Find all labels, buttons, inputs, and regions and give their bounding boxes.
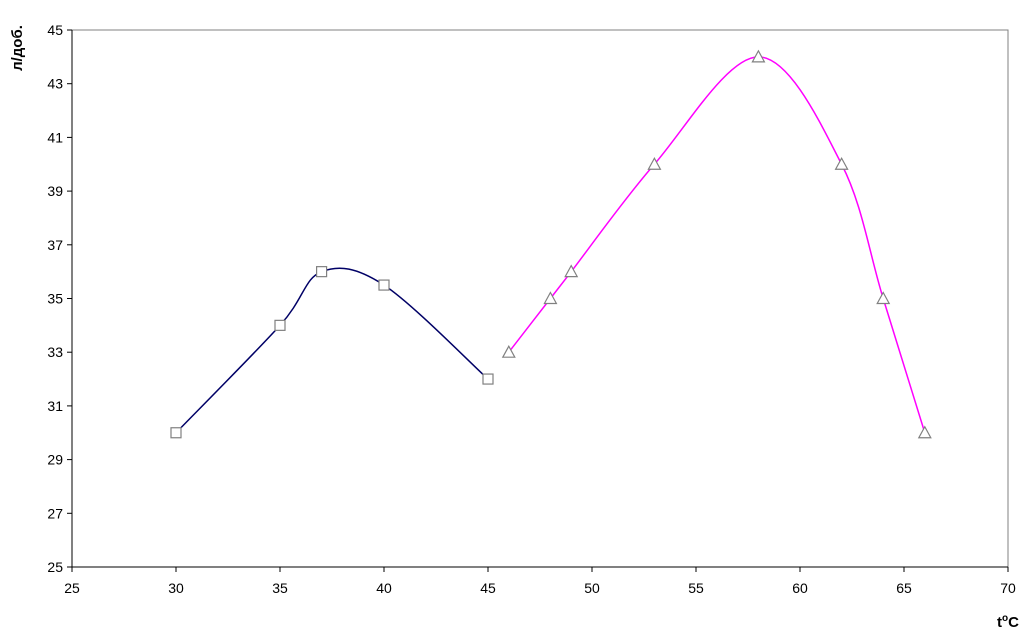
- x-axis-ticks: 25 30 35 40 45 50 55 60 65 70: [64, 567, 1016, 596]
- y-tick-label: 43: [47, 76, 63, 92]
- series-2-point: [501, 344, 516, 358]
- series-2-point: [647, 156, 662, 170]
- y-tick-label: 41: [47, 129, 63, 145]
- series-2-point: [543, 291, 558, 305]
- y-axis-ticks: 25 27 29 31 33 35 37 39 41 43 45: [47, 22, 72, 575]
- y-tick-label: 35: [47, 291, 63, 307]
- series-1-point: [274, 319, 286, 331]
- series-2-point: [876, 291, 891, 305]
- series-2-point: [834, 156, 849, 170]
- x-tick-label: 60: [792, 580, 808, 596]
- y-tick-label: 39: [47, 183, 63, 199]
- x-tick-label: 40: [376, 580, 392, 596]
- y-tick-label: 25: [47, 559, 63, 575]
- x-tick-label: 45: [480, 580, 496, 596]
- y-tick-label: 45: [47, 22, 63, 38]
- x-tick-label: 35: [272, 580, 288, 596]
- y-tick-label: 29: [47, 452, 63, 468]
- x-axis-title-degree: o: [1002, 613, 1008, 624]
- series-2-point: [564, 264, 579, 278]
- series-2-line: [508, 56, 926, 433]
- series-1-point: [316, 266, 328, 278]
- series-1-point: [170, 427, 182, 439]
- x-tick-label: 65: [896, 580, 912, 596]
- y-tick-label: 27: [47, 505, 63, 521]
- y-tick-label: 31: [47, 398, 63, 414]
- x-tick-label: 55: [688, 580, 704, 596]
- series-1-point: [482, 373, 494, 385]
- series-2-point: [751, 49, 766, 63]
- series-1-point: [378, 279, 390, 291]
- x-axis-title-unit: C: [1008, 614, 1019, 630]
- plot-area: [71, 29, 1009, 568]
- y-axis-title: л/доб.: [9, 25, 26, 71]
- x-tick-label: 70: [1000, 580, 1016, 596]
- x-tick-label: 50: [584, 580, 600, 596]
- y-tick-label: 33: [47, 344, 63, 360]
- x-tick-label: 25: [64, 580, 80, 596]
- series-2-point: [917, 425, 932, 439]
- x-axis-title-base: t: [997, 614, 1002, 630]
- y-tick-label: 37: [47, 237, 63, 253]
- x-tick-label: 30: [168, 580, 184, 596]
- x-axis-title: toC: [997, 613, 1019, 630]
- series-layer: [170, 49, 932, 439]
